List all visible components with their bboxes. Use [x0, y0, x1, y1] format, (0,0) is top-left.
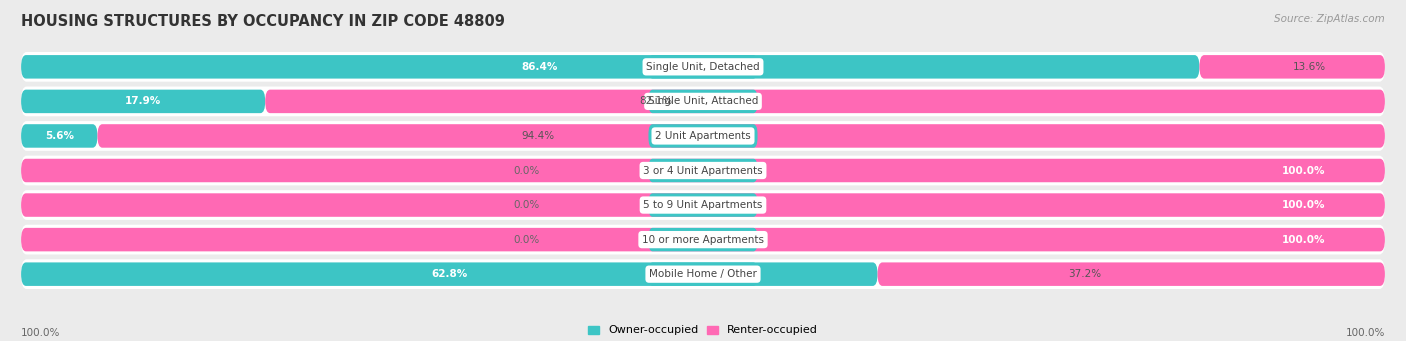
FancyBboxPatch shape	[648, 55, 758, 78]
Text: 10 or more Apartments: 10 or more Apartments	[643, 235, 763, 244]
Legend: Owner-occupied, Renter-occupied: Owner-occupied, Renter-occupied	[588, 325, 818, 336]
Text: 0.0%: 0.0%	[513, 165, 540, 176]
Text: Single Unit, Attached: Single Unit, Attached	[648, 97, 758, 106]
Text: 13.6%: 13.6%	[1294, 62, 1326, 72]
FancyBboxPatch shape	[266, 90, 1385, 113]
Text: 3 or 4 Unit Apartments: 3 or 4 Unit Apartments	[643, 165, 763, 176]
FancyBboxPatch shape	[1199, 55, 1385, 78]
FancyBboxPatch shape	[21, 52, 1385, 82]
FancyBboxPatch shape	[648, 124, 758, 148]
Text: 94.4%: 94.4%	[522, 131, 555, 141]
Text: Mobile Home / Other: Mobile Home / Other	[650, 269, 756, 279]
Text: 0.0%: 0.0%	[513, 200, 540, 210]
FancyBboxPatch shape	[21, 159, 1385, 182]
Text: 5 to 9 Unit Apartments: 5 to 9 Unit Apartments	[644, 200, 762, 210]
Text: 62.8%: 62.8%	[432, 269, 467, 279]
FancyBboxPatch shape	[648, 159, 758, 182]
FancyBboxPatch shape	[21, 193, 1385, 217]
Text: HOUSING STRUCTURES BY OCCUPANCY IN ZIP CODE 48809: HOUSING STRUCTURES BY OCCUPANCY IN ZIP C…	[21, 14, 505, 29]
Text: 82.1%: 82.1%	[640, 97, 672, 106]
FancyBboxPatch shape	[648, 193, 758, 217]
Text: 100.0%: 100.0%	[1281, 165, 1324, 176]
FancyBboxPatch shape	[21, 121, 1385, 151]
FancyBboxPatch shape	[648, 90, 758, 113]
FancyBboxPatch shape	[21, 225, 1385, 254]
Text: 100.0%: 100.0%	[1346, 328, 1385, 338]
FancyBboxPatch shape	[21, 190, 1385, 220]
FancyBboxPatch shape	[21, 259, 1385, 289]
FancyBboxPatch shape	[21, 155, 1385, 186]
FancyBboxPatch shape	[21, 263, 877, 286]
Text: Source: ZipAtlas.com: Source: ZipAtlas.com	[1274, 14, 1385, 24]
Text: 86.4%: 86.4%	[522, 62, 558, 72]
Text: 17.9%: 17.9%	[125, 97, 162, 106]
FancyBboxPatch shape	[648, 228, 758, 251]
Text: 100.0%: 100.0%	[1281, 235, 1324, 244]
FancyBboxPatch shape	[21, 124, 97, 148]
FancyBboxPatch shape	[877, 263, 1385, 286]
Text: 2 Unit Apartments: 2 Unit Apartments	[655, 131, 751, 141]
Text: 0.0%: 0.0%	[513, 235, 540, 244]
FancyBboxPatch shape	[21, 87, 1385, 116]
Text: 100.0%: 100.0%	[21, 328, 60, 338]
Text: Single Unit, Detached: Single Unit, Detached	[647, 62, 759, 72]
FancyBboxPatch shape	[648, 263, 758, 286]
FancyBboxPatch shape	[21, 90, 266, 113]
Text: 100.0%: 100.0%	[1281, 200, 1324, 210]
Text: 5.6%: 5.6%	[45, 131, 73, 141]
FancyBboxPatch shape	[21, 55, 1199, 78]
Text: 37.2%: 37.2%	[1067, 269, 1101, 279]
FancyBboxPatch shape	[97, 124, 1385, 148]
FancyBboxPatch shape	[21, 228, 1385, 251]
